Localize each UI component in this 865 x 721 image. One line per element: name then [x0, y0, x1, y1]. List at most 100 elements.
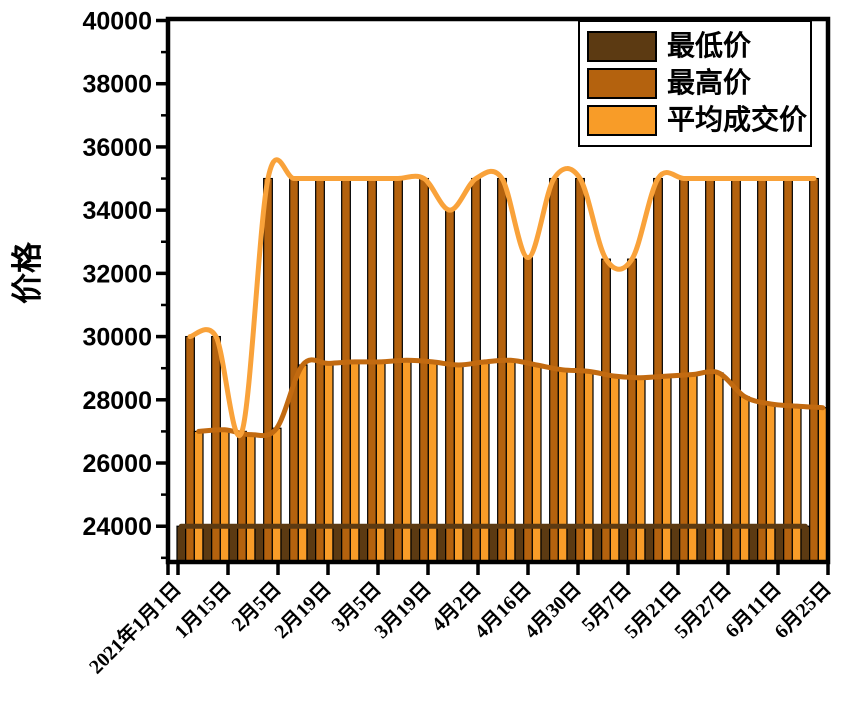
bar-min — [332, 525, 343, 562]
bar-max — [419, 177, 429, 562]
bar-avg — [531, 364, 542, 562]
legend-label: 最高价 — [667, 67, 752, 99]
bar-max — [653, 177, 663, 562]
x-tick-label: 5月27日 — [670, 578, 735, 643]
bar-avg — [583, 370, 594, 562]
bar-min — [384, 525, 395, 562]
bar-avg — [349, 361, 360, 562]
bar-min — [202, 525, 213, 562]
bar-max — [783, 177, 793, 562]
bar-avg — [219, 429, 230, 562]
bar-max — [809, 177, 819, 562]
bar-max — [341, 177, 351, 562]
bar-min — [176, 525, 187, 562]
bar-max — [237, 430, 247, 562]
bar-avg — [661, 375, 672, 562]
y-tick-label: 26000 — [82, 450, 152, 478]
bar-avg — [687, 373, 698, 562]
x-tick-label: 6月25日 — [770, 578, 835, 643]
bar-max — [523, 256, 533, 562]
bar-avg — [427, 361, 438, 562]
bar-min — [280, 525, 291, 562]
y-tick-label: 36000 — [82, 134, 152, 162]
bar-min — [644, 525, 655, 562]
bar-avg — [245, 433, 256, 562]
x-tick-label: 3月19日 — [370, 578, 435, 643]
bar-avg — [557, 369, 568, 562]
bar-max — [367, 177, 377, 562]
bar-min — [592, 525, 603, 562]
bar-avg — [505, 359, 516, 562]
bar-max — [497, 177, 507, 562]
legend-label: 平均成交价 — [667, 104, 808, 136]
avg-price-line — [196, 357, 826, 439]
bar-min — [462, 525, 473, 562]
bar-avg — [401, 359, 412, 562]
bar-max — [471, 177, 481, 562]
bar-min — [722, 525, 733, 562]
bar-avg — [453, 364, 464, 562]
bar-max — [315, 177, 325, 562]
bar-min — [436, 525, 447, 562]
bar-max — [601, 258, 611, 562]
legend-item: 最高价 — [587, 68, 810, 99]
bar-avg — [271, 427, 282, 562]
bar-min — [228, 525, 239, 562]
bar-min — [358, 525, 369, 562]
legend-item: 最低价 — [587, 31, 810, 62]
x-tick-label: 4月30日 — [520, 578, 585, 643]
bar-min — [774, 525, 785, 562]
bar-min — [696, 525, 707, 562]
bar-max — [445, 209, 455, 562]
bar-min — [748, 525, 759, 562]
bar-min — [254, 525, 265, 562]
y-tick-label: 34000 — [82, 197, 152, 225]
bar-min — [410, 525, 421, 562]
bar-avg — [323, 362, 334, 562]
bar-avg — [609, 375, 620, 562]
y-tick-label: 32000 — [82, 260, 152, 288]
bar-max — [627, 258, 637, 562]
bar-min — [566, 525, 577, 562]
bar-max — [393, 177, 403, 562]
y-tick-label: 40000 — [82, 8, 152, 36]
bar-avg — [635, 377, 646, 562]
y-tick-label: 28000 — [82, 387, 152, 415]
bar-avg — [817, 407, 828, 562]
y-tick-label: 30000 — [82, 324, 152, 352]
y-axis-title: 价格 — [10, 242, 45, 304]
bar-max — [679, 177, 689, 562]
bar-avg — [479, 361, 490, 562]
bar-avg — [713, 372, 724, 562]
plot-frame — [165, 16, 831, 565]
bar-avg — [739, 396, 750, 562]
bar-min — [618, 525, 629, 562]
legend-swatch — [587, 68, 657, 99]
bar-min — [800, 525, 811, 562]
bar-max — [289, 177, 299, 562]
bar-max — [757, 177, 767, 562]
bar-max — [263, 177, 273, 562]
legend-swatch — [587, 105, 657, 136]
legend-item: 平均成交价 — [587, 105, 810, 136]
y-tick-label: 38000 — [82, 71, 152, 99]
y-tick-label: 24000 — [82, 513, 152, 541]
bar-min — [488, 525, 499, 562]
legend: 最低价最高价平均成交价 — [578, 20, 812, 147]
bar-avg — [791, 405, 802, 562]
x-tick-label: 1月15日 — [170, 578, 235, 643]
bar-min — [514, 525, 525, 562]
bar-avg — [193, 430, 204, 562]
bar-avg — [765, 403, 776, 562]
bar-avg — [297, 364, 308, 562]
bar-min — [540, 525, 551, 562]
legend-swatch — [587, 31, 657, 62]
bar-max — [731, 177, 741, 562]
max-price-line — [187, 157, 817, 438]
bar-min — [670, 525, 681, 562]
legend-label: 最低价 — [667, 30, 752, 62]
bar-min — [306, 525, 317, 562]
x-tick-label: 2月19日 — [270, 578, 335, 643]
